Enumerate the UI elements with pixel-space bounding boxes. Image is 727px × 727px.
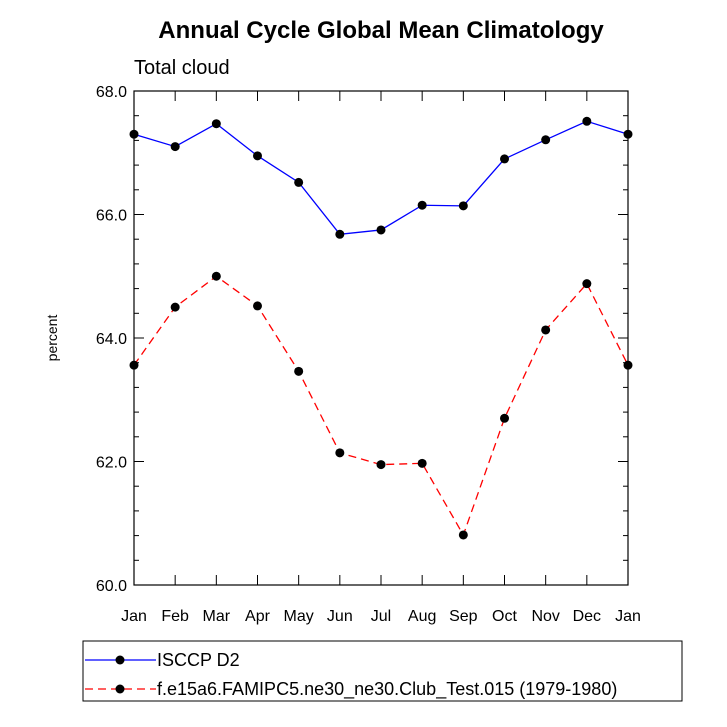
series-1-point: [129, 129, 139, 139]
series-2-point: [623, 360, 633, 370]
series-1-point: [417, 200, 427, 210]
series-line-2: [133, 275, 629, 537]
series-2-point: [541, 325, 551, 335]
series-2-point: [170, 302, 180, 312]
series-2-point: [376, 460, 386, 470]
legend-entry-2: f.e15a6.FAMIPC5.ne30_ne30.Club_Test.015 …: [85, 679, 617, 700]
series-layer: [129, 116, 633, 540]
series-1-point: [335, 229, 345, 239]
chart-title: Annual Cycle Global Mean Climatology: [158, 17, 604, 44]
series-1-point: [211, 119, 221, 129]
series-1-point: [253, 151, 262, 161]
legend-entry-1: ISCCP D2: [85, 650, 240, 670]
y-tick-label: 62.0: [96, 455, 127, 472]
x-tick-label: Jul: [371, 608, 391, 625]
series-1-point: [458, 201, 468, 211]
series-2-point: [500, 413, 509, 423]
x-tick-label: Jun: [327, 608, 353, 625]
series-2-point: [417, 458, 427, 468]
chart-subtitle: Total cloud: [134, 57, 230, 79]
series-2-point: [458, 530, 468, 540]
legend-marker-2: [115, 684, 125, 694]
series-1-point: [170, 142, 180, 152]
y-tick-label: 60.0: [96, 578, 127, 595]
series-2-point: [211, 271, 221, 281]
x-tick-label: Dec: [573, 608, 601, 625]
series-1-point: [376, 225, 386, 235]
y-tick-label: 66.0: [96, 208, 127, 225]
y-tick-labels: 60.0 62.0 64.0 66.0 68.0: [96, 84, 127, 595]
y-tick-label: 68.0: [96, 84, 127, 101]
series-2-point: [582, 279, 592, 289]
x-tick-label: Jan: [615, 608, 641, 625]
series-1-point: [500, 154, 509, 164]
plot-frame: [133, 90, 629, 586]
x-tick-label: May: [284, 608, 314, 625]
series-line-1: [133, 120, 629, 235]
series-2-point: [129, 360, 139, 370]
x-tick-label: Feb: [161, 608, 189, 625]
x-tick-labels: Jan Feb Mar Apr May Jun Jul Aug Sep Oct Nov Dec Jan: [121, 608, 641, 625]
x-tick-label: Nov: [531, 608, 559, 625]
legend-box: [82, 640, 683, 702]
legend-marker-1: [115, 655, 125, 665]
series-1-point: [582, 116, 592, 126]
y-tick-label: 64.0: [96, 331, 127, 348]
x-tick-label: Apr: [245, 608, 271, 625]
y-axis-label: percent: [44, 315, 60, 362]
axis-ticks: [133, 90, 629, 586]
series-2-point: [253, 301, 262, 311]
x-tick-label: Aug: [408, 608, 436, 625]
x-tick-label: Mar: [203, 608, 231, 625]
legend-label-2: f.e15a6.FAMIPC5.ne30_ne30.Club_Test.015 …: [157, 679, 617, 700]
series-1-point: [623, 129, 633, 139]
series-2-point: [294, 366, 304, 376]
x-tick-label: Oct: [492, 608, 517, 625]
x-tick-label: Sep: [449, 608, 478, 625]
series-1-point: [294, 177, 304, 187]
series-2-point: [335, 448, 345, 458]
legend-label-1: ISCCP D2: [157, 650, 240, 670]
series-1-point: [541, 135, 551, 145]
x-tick-label: Jan: [121, 608, 147, 625]
